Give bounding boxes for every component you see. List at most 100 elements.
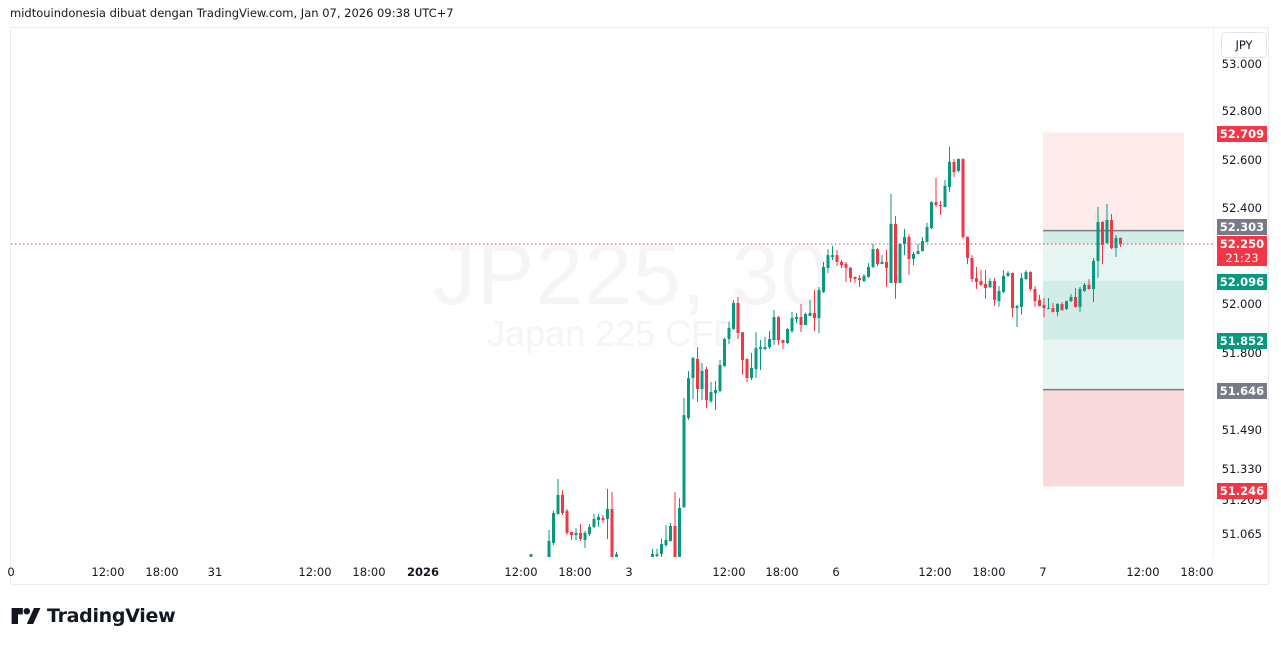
candle xyxy=(867,263,870,278)
candle xyxy=(1051,303,1055,313)
candle xyxy=(583,530,587,548)
candle xyxy=(772,310,776,345)
candle xyxy=(957,158,960,173)
price-axis[interactable] xyxy=(1213,28,1270,557)
candle xyxy=(1105,204,1109,244)
candle xyxy=(1033,286,1037,307)
candle xyxy=(727,321,731,344)
price-level-badge: 51.246 xyxy=(1217,483,1267,499)
time-tick-label: 12:00 xyxy=(298,565,332,579)
candle xyxy=(610,492,614,557)
candle xyxy=(1110,213,1113,250)
candle xyxy=(885,250,888,288)
long-short-position-tool[interactable] xyxy=(1043,132,1184,487)
candle xyxy=(714,380,717,410)
candle xyxy=(700,363,704,401)
candle xyxy=(966,236,969,265)
candle xyxy=(696,347,699,403)
position-zone xyxy=(1043,230,1184,244)
candle xyxy=(601,515,605,524)
candle xyxy=(1087,279,1091,290)
tradingview-logo-icon xyxy=(11,608,41,624)
candle xyxy=(916,243,920,255)
candle xyxy=(835,250,839,267)
time-tick-label: 7 xyxy=(1039,565,1047,579)
time-tick-label: 12:00 xyxy=(504,565,538,579)
candle xyxy=(799,304,803,333)
candle xyxy=(574,528,578,540)
candle xyxy=(1006,271,1010,277)
price-level-badge: 52.709 xyxy=(1217,126,1267,142)
price-level-badge: 52.303 xyxy=(1217,219,1267,235)
time-tick-label: 12:00 xyxy=(1126,565,1160,579)
candles-series xyxy=(529,146,1122,557)
candle xyxy=(1119,237,1122,247)
candle xyxy=(889,193,893,283)
time-tick-label: 31 xyxy=(207,565,223,579)
time-tick-label: 0 xyxy=(7,565,15,579)
candle xyxy=(831,245,834,260)
time-tick-label: 3 xyxy=(625,565,633,579)
candle xyxy=(997,286,1001,307)
candle xyxy=(1056,303,1059,317)
price-tick-label: 53.000 xyxy=(1221,57,1262,71)
candle xyxy=(1029,271,1032,291)
candle xyxy=(1015,304,1019,327)
candle xyxy=(682,397,686,509)
candle xyxy=(876,248,879,267)
candle xyxy=(552,510,555,546)
price-tick-label: 51.330 xyxy=(1221,462,1262,476)
candle xyxy=(1092,258,1095,303)
candle xyxy=(840,259,843,268)
candle xyxy=(903,228,906,256)
candle xyxy=(1024,270,1028,280)
candle xyxy=(907,234,911,275)
candle xyxy=(673,492,677,557)
candle xyxy=(669,523,672,542)
candle xyxy=(912,251,915,266)
time-tick-label: 12:00 xyxy=(918,565,952,579)
currency-button[interactable]: JPY xyxy=(1221,32,1267,58)
candle xyxy=(993,278,996,306)
tradingview-logo[interactable]: TradingView xyxy=(11,604,176,628)
candle xyxy=(565,508,569,536)
candle xyxy=(943,180,947,208)
candle xyxy=(961,158,965,239)
candle xyxy=(556,478,560,515)
candle xyxy=(777,316,780,345)
candle xyxy=(651,548,654,557)
candle xyxy=(898,243,902,283)
last-price-badge: 52.250 21:23 xyxy=(1217,236,1267,266)
watermark-symbol: JP225, 30 xyxy=(433,227,830,323)
bar-countdown: 21:23 xyxy=(1225,251,1259,265)
candle xyxy=(826,249,830,274)
time-tick-label: 18:00 xyxy=(765,565,799,579)
candle xyxy=(849,266,852,282)
candle xyxy=(732,299,735,330)
candle xyxy=(894,215,897,299)
candle xyxy=(930,201,933,229)
time-tick-label: 2026 xyxy=(406,565,440,579)
price-tick-label: 52.000 xyxy=(1221,297,1262,311)
price-tick-label: 51.490 xyxy=(1221,423,1262,437)
time-axis[interactable]: 0 12:00 18:00 31 12:00 18:00 2026 12:00 18:00 3 12… xyxy=(7,557,1213,585)
candle xyxy=(655,548,659,557)
candle xyxy=(768,331,771,350)
candle xyxy=(561,490,564,516)
candle xyxy=(817,287,821,334)
candle xyxy=(1114,235,1118,258)
last-price-value: 52.250 xyxy=(1219,237,1265,251)
time-tick-label: 18:00 xyxy=(145,565,179,579)
position-zone xyxy=(1043,132,1184,231)
candle xyxy=(880,255,884,265)
candle xyxy=(741,332,744,375)
candle xyxy=(948,146,951,192)
candle xyxy=(763,336,767,350)
candle xyxy=(678,498,681,557)
candle xyxy=(804,312,807,326)
candle xyxy=(660,538,663,557)
candle xyxy=(952,159,956,177)
position-zone xyxy=(1043,243,1184,281)
candle xyxy=(970,255,974,282)
